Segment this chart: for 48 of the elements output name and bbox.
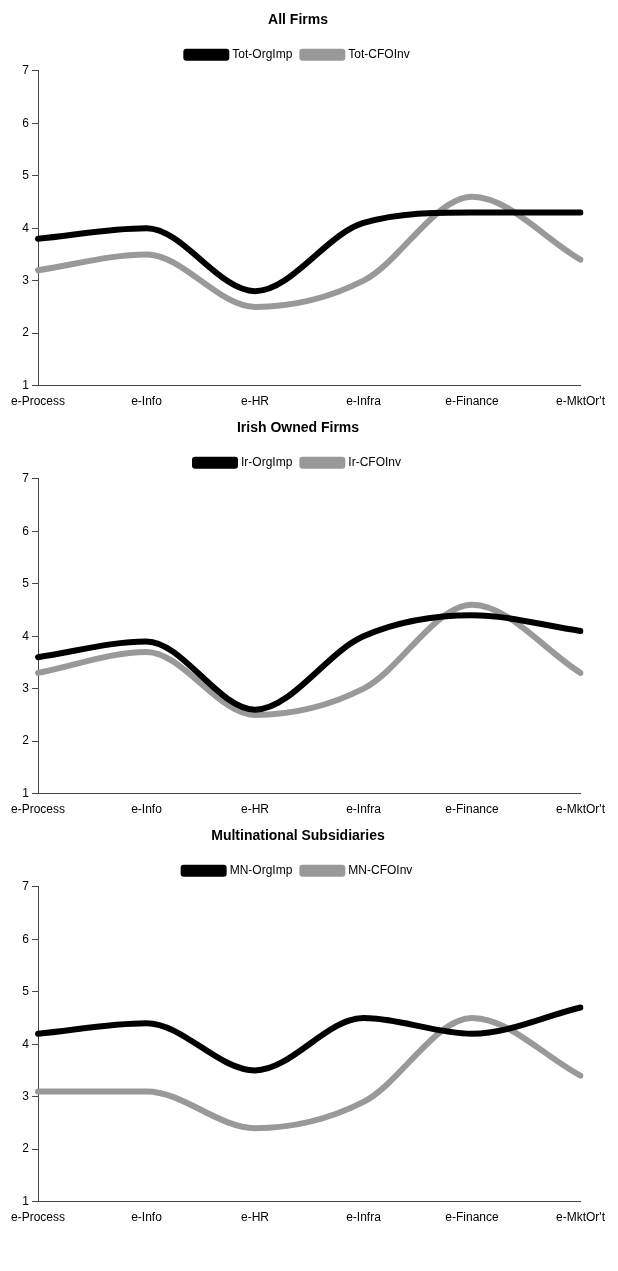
y-tick-label: 3	[22, 1088, 30, 1103]
x-tick-label: e-Info	[131, 802, 163, 817]
y-tick-label: 4	[22, 220, 30, 235]
x-tick-label: e-HR	[241, 394, 270, 409]
y-tick-label: 5	[22, 576, 30, 591]
x-tick-label: e-MktOr't	[556, 394, 606, 409]
x-tick-label: e-Infra	[346, 1210, 382, 1225]
y-tick-label: 1	[22, 1193, 30, 1208]
y-tick-label: 5	[22, 984, 30, 999]
y-tick-label: 1	[22, 785, 30, 800]
legend-label: Ir-OrgImp	[241, 455, 293, 470]
x-tick-label: e-Finance	[445, 1210, 500, 1225]
y-tick-label: 3	[22, 680, 30, 695]
x-tick-label: e-Process	[10, 802, 66, 817]
x-tick-label: e-Process	[10, 394, 66, 409]
x-tick-label: e-HR	[241, 802, 270, 817]
y-tick-label: 6	[22, 115, 30, 130]
x-tick-label: e-Infra	[346, 394, 382, 409]
y-tick-label: 1	[22, 377, 30, 392]
legend-label: MN-OrgImp	[229, 863, 293, 878]
y-tick-label: 2	[22, 1141, 30, 1156]
chart-title: Multinational Subsidiaries	[211, 827, 385, 844]
x-tick-label: e-Process	[10, 1210, 66, 1225]
x-tick-label: e-MktOr't	[556, 1210, 606, 1225]
x-tick-label: e-MktOr't	[556, 802, 606, 817]
x-tick-label: e-Infra	[346, 802, 382, 817]
y-tick-label: 6	[22, 931, 30, 946]
y-tick-label: 2	[22, 733, 30, 748]
legend-label: Tot-OrgImp	[232, 47, 293, 62]
y-tick-label: 4	[22, 1036, 30, 1051]
y-tick-label: 5	[22, 168, 30, 183]
y-tick-label: 6	[22, 523, 30, 538]
y-tick-label: 7	[22, 471, 30, 486]
legend-label: Tot-CFOInv	[348, 47, 410, 62]
chart-title: All Firms	[268, 11, 329, 28]
y-tick-label: 7	[22, 63, 30, 78]
y-tick-label: 7	[22, 879, 30, 894]
x-tick-label: e-Info	[131, 1210, 163, 1225]
x-tick-label: e-Info	[131, 394, 163, 409]
legend-label: Ir-CFOInv	[348, 455, 402, 470]
x-tick-label: e-HR	[241, 1210, 270, 1225]
x-tick-label: e-Finance	[445, 802, 500, 817]
y-tick-label: 4	[22, 628, 30, 643]
y-tick-label: 3	[22, 272, 30, 287]
chart-title: Irish Owned Firms	[236, 419, 360, 436]
y-tick-label: 2	[22, 325, 30, 340]
x-tick-label: e-Finance	[445, 394, 500, 409]
legend-label: MN-CFOInv	[348, 863, 413, 878]
